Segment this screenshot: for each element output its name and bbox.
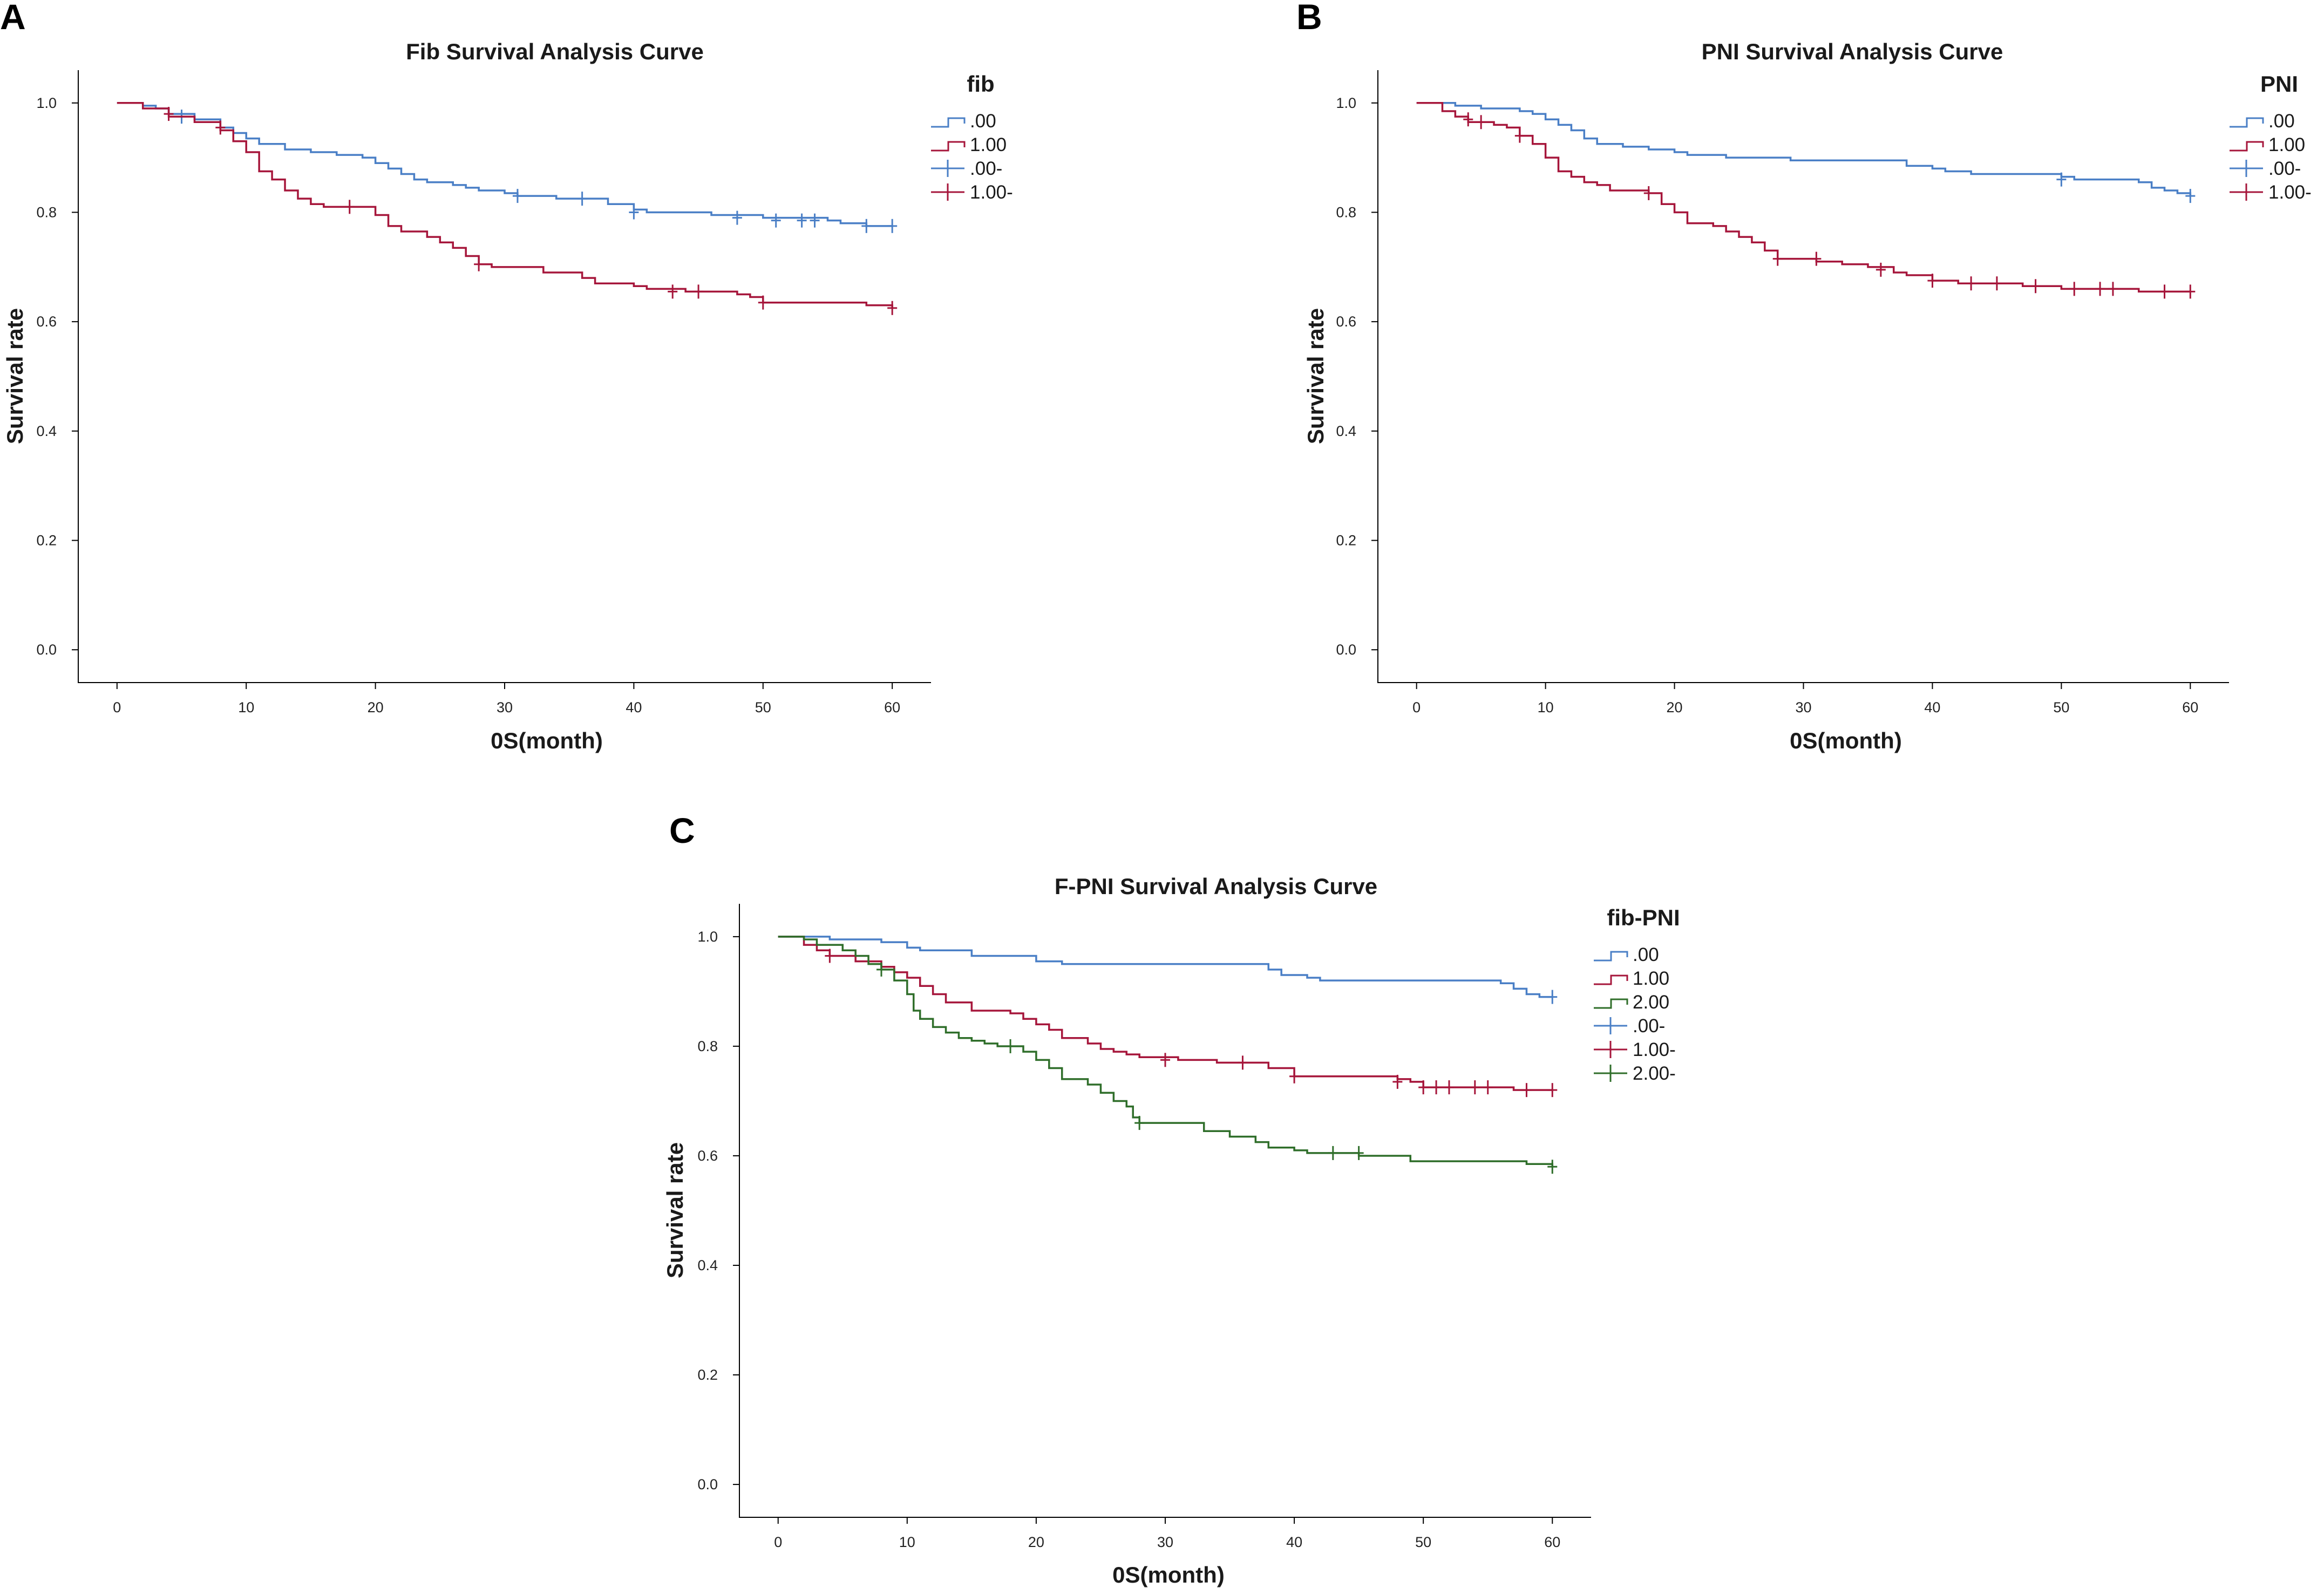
panel-c-legend-title: fib-PNI [1607,905,1680,930]
panel-b-legend-label: .00- [2268,158,2301,179]
panel-b-curve-g00 [1416,102,2192,196]
panel-c-plot: 0.0 0.2 0.4 0.6 0.8 1.0 0 10 20 30 40 50 60 [697,904,1591,1550]
panel-a-axes [78,70,931,683]
panel-a-plot: 0.0 0.2 0.4 0.6 0.8 1.0 0 10 20 30 40 50 60 [36,70,931,715]
panel-a-legend: fib .001.00 .00- 1.00- [931,71,1013,203]
panel-c-y-tick-label: 0.2 [697,1367,718,1383]
panel-c-legend-step-glyph [1594,998,1628,1009]
panel-b-title: PNI Survival Analysis Curve [1702,39,2003,64]
panel-c-y-tick-label: 0.6 [697,1148,718,1164]
panel-c-axes [739,904,1591,1518]
panel-a-legend-label: 1.00- [970,182,1013,203]
panel-a-y-axis-title: Survival rate [2,308,28,444]
panel-b-x-tick-label: 40 [1924,699,1940,715]
panel-a-legend-label: 1.00 [970,134,1007,155]
panel-a-curve-1g00 [117,102,893,308]
panel-a-x-axis-title: 0S(month) [491,728,603,753]
panel-c-y-tick-label: 0.8 [697,1038,718,1054]
panel-b-legend-step-glyph [2230,141,2264,152]
panel-a-legend-step-glyph [931,141,966,152]
panel-b-x-tick-label: 10 [1538,699,1554,715]
panel-c-legend-label: 2.00- [1633,1063,1676,1084]
panel-a-legend-label: .00 [970,111,996,132]
panel-c-curve-1g00 [778,936,1553,1091]
panel-c-x-tick-label: 60 [1544,1534,1560,1550]
panel-a-y-tick-label: 0.4 [36,423,57,439]
panel-b-curve-1g00 [1416,102,2191,293]
panel-a-x-tick-label: 40 [626,699,642,715]
panel-c-title: F-PNI Survival Analysis Curve [1055,874,1377,899]
panel-b-y-axis-title: Survival rate [1303,308,1328,444]
panel-c-curve-2g00 [778,936,1554,1167]
panel-a-y-tick-label: 0.6 [36,313,57,330]
panel-b-x-tick-label: 50 [2053,699,2069,715]
panel-b-legend-label: 1.00- [2268,182,2312,203]
panel-c-legend-label: .00 [1633,944,1659,965]
panel-c-x-tick-label: 40 [1286,1534,1302,1550]
panel-c-legend-label: 2.00 [1633,992,1669,1013]
panel-c-x-tick-label: 0 [774,1534,782,1550]
panel-b-y-tick-label: 0.8 [1336,204,1356,220]
panel-b-y-tick-label: 0.2 [1336,533,1356,549]
panel-b-legend-label: 1.00 [2268,134,2305,155]
panel-a-curve-g00 [117,102,893,227]
panel-c-legend-step-glyph [1594,951,1628,962]
panel-b-letter: B [1296,0,1322,37]
panel-c-x-tick-label: 30 [1157,1534,1173,1550]
panel-b-plot: 0.0 0.2 0.4 0.6 0.8 1.0 0 10 20 30 40 50 60 [1336,70,2229,715]
panel-a-y-tick-label: 0.8 [36,204,57,220]
panel-b: B PNI Survival Analysis Curve 0.00.20.40… [1296,0,2312,753]
panel-c-y-axis-title: Survival rate [662,1142,688,1278]
panel-c-legend-label: .00- [1633,1015,1665,1037]
panel-b-legend-step-glyph [2230,117,2264,128]
panel-b-legend-title: PNI [2260,71,2298,97]
panel-a-x-tick-label: 10 [238,699,254,715]
panel-c-x-axis-title: 0S(month) [1112,1562,1225,1587]
panel-c-legend-step-glyph [1594,974,1628,985]
panel-b-x-axis-title: 0S(month) [1790,728,1902,753]
panel-a-title: Fib Survival Analysis Curve [406,39,704,64]
panel-b-legend-label: .00 [2268,111,2295,132]
panel-a-y-tick-label: 0.2 [36,533,57,549]
panel-b-x-tick-label: 30 [1795,699,1811,715]
panel-c-legend-label: 1.00 [1633,968,1669,989]
panel-c: C F-PNI Survival Analysis Curve 0.00.20.… [662,810,1680,1587]
panel-a-legend-step-glyph [931,117,966,128]
panel-b-y-tick-label: 0.4 [1336,423,1356,439]
panel-b-x-tick-label: 20 [1667,699,1683,715]
panel-b-y-tick-label: 1.0 [1336,95,1356,111]
panel-c-x-tick-label: 10 [899,1534,915,1550]
panel-b-legend: PNI .001.00 .00- 1.00- [2230,71,2312,203]
panel-b-x-tick-label: 0 [1412,699,1421,715]
panel-a-x-tick-label: 0 [113,699,121,715]
panel-c-y-tick-label: 0.0 [697,1476,718,1492]
panel-a-legend-title: fib [967,71,994,97]
panel-b-x-tick-label: 60 [2182,699,2198,715]
panel-a-legend-label: .00- [970,158,1002,179]
panel-c-x-tick-label: 20 [1028,1534,1044,1550]
panel-c-legend: fib-PNI .00 1.00 2.00.00-1.00- 2.00- [1594,905,1680,1084]
panel-a-y-tick-label: 1.0 [36,95,57,111]
panel-b-y-tick-label: 0.0 [1336,642,1356,658]
panel-a-x-tick-label: 30 [497,699,513,715]
panel-a-x-tick-label: 60 [884,699,900,715]
panel-c-curve-g00 [778,936,1553,998]
panel-a-x-tick-label: 50 [755,699,771,715]
panel-a: A Fib Survival Analysis Curve 0.00.20.40… [0,0,1013,753]
panel-c-y-tick-label: 0.4 [697,1257,718,1273]
panel-a-y-tick-label: 0.0 [36,642,57,658]
panel-a-letter: A [0,0,26,37]
panel-a-x-tick-label: 20 [368,699,384,715]
panel-b-axes [1377,70,2229,683]
panel-c-y-tick-label: 1.0 [697,929,718,945]
panel-c-legend-label: 1.00- [1633,1039,1676,1060]
panel-c-x-tick-label: 50 [1415,1534,1431,1550]
panel-c-letter: C [669,810,695,850]
panel-b-y-tick-label: 0.6 [1336,313,1356,330]
